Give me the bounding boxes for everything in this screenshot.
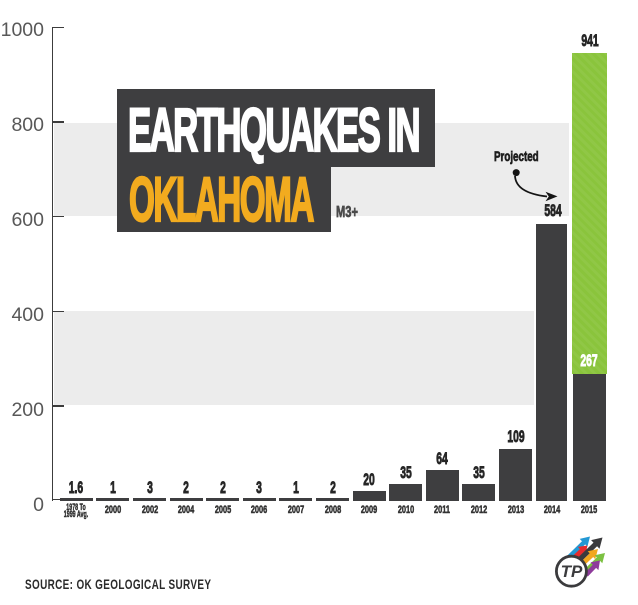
svg-text:TP: TP xyxy=(561,562,583,581)
